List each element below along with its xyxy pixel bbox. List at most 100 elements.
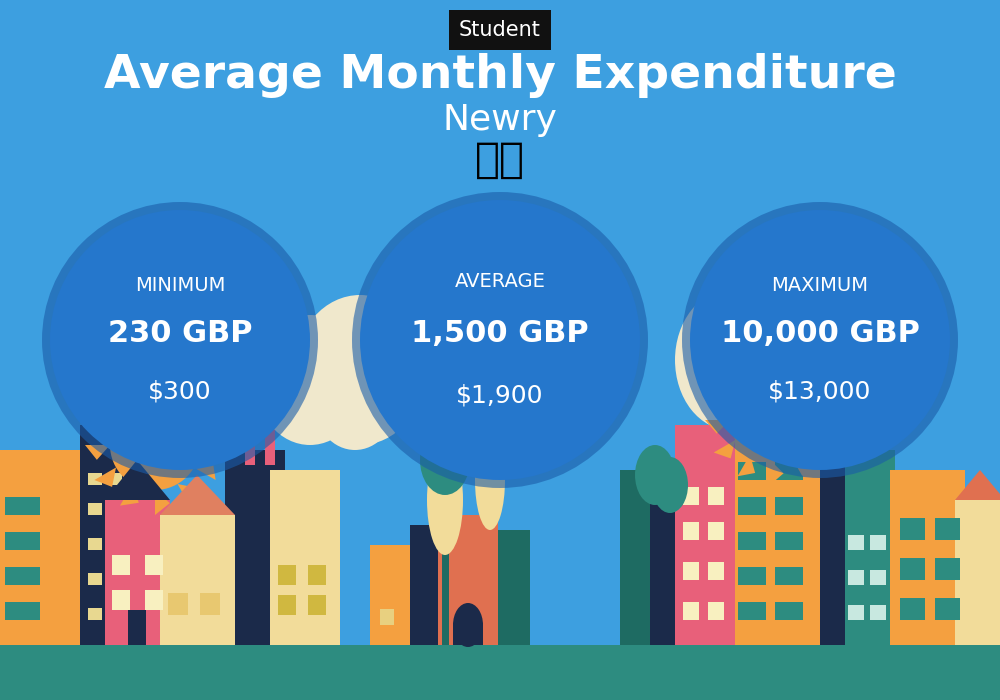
Text: $13,000: $13,000 [768,380,872,404]
Bar [708,522,724,540]
Text: 10,000 GBP: 10,000 GBP [721,319,919,348]
Polygon shape [171,384,190,406]
Bar [278,595,296,615]
Text: MINIMUM: MINIMUM [135,276,225,295]
Bar [738,532,766,550]
Bar [5,532,40,550]
Bar [112,590,130,610]
Bar [775,532,803,550]
Bar [5,567,40,585]
Polygon shape [756,355,770,380]
Ellipse shape [110,400,200,490]
Bar [88,473,102,485]
Polygon shape [790,454,808,476]
Bar [683,562,699,580]
Bar [848,605,864,620]
Bar [775,567,803,585]
Bar [200,593,220,615]
Bar [870,605,886,620]
Text: MAXIMUM: MAXIMUM [772,276,868,295]
Bar [955,500,1000,645]
Bar [650,500,680,645]
Bar [88,573,102,585]
Bar [820,435,845,645]
Bar [278,565,296,585]
Ellipse shape [453,603,483,647]
Bar [848,570,864,585]
Bar [738,462,766,480]
Polygon shape [94,410,116,429]
Ellipse shape [420,425,470,495]
Bar [675,425,735,645]
Bar [935,518,960,540]
Polygon shape [155,490,170,515]
Bar [738,497,766,515]
Polygon shape [113,384,132,406]
Polygon shape [714,388,735,405]
Bar [5,497,40,515]
Polygon shape [785,364,802,386]
Bar [848,535,864,550]
Bar [490,530,530,645]
Bar [870,570,886,585]
Bar [935,598,960,620]
Bar [380,609,394,625]
Polygon shape [810,407,835,420]
Ellipse shape [182,392,218,448]
Text: AVERAGE: AVERAGE [455,272,545,290]
Polygon shape [714,440,735,458]
Polygon shape [705,420,730,433]
Ellipse shape [295,295,425,445]
Ellipse shape [682,202,958,478]
Bar [900,518,925,540]
Text: 1,500 GBP: 1,500 GBP [411,318,589,347]
Bar [775,462,803,480]
Polygon shape [955,470,1000,500]
Bar [775,602,803,620]
Bar [108,608,122,620]
Bar [840,450,895,645]
Bar [370,545,420,645]
Polygon shape [85,445,110,460]
Polygon shape [805,382,826,400]
Text: 🇬🇧: 🇬🇧 [475,139,525,181]
Bar [683,602,699,620]
Polygon shape [805,435,826,452]
Text: Average Monthly Expenditure: Average Monthly Expenditure [104,52,896,97]
Bar [88,608,102,620]
Polygon shape [120,484,139,505]
Polygon shape [200,430,225,445]
Bar [870,535,886,550]
Polygon shape [732,364,750,386]
Bar [145,555,163,575]
Bar [410,525,445,645]
Bar [270,470,340,645]
Bar [225,450,285,645]
Text: Newry: Newry [443,103,557,137]
Ellipse shape [675,290,785,430]
Bar [708,562,724,580]
Bar [438,515,498,645]
Bar [0,450,80,645]
Bar [0,645,1000,700]
Polygon shape [770,460,784,485]
Bar [620,470,655,645]
Bar [5,602,40,620]
Bar [683,487,699,505]
Bar [708,602,724,620]
Bar [108,538,122,550]
Polygon shape [160,475,235,515]
Ellipse shape [315,360,395,450]
Ellipse shape [475,430,505,530]
Ellipse shape [360,200,640,480]
Ellipse shape [635,445,675,505]
Ellipse shape [730,380,810,460]
Ellipse shape [718,342,802,438]
Polygon shape [177,484,197,505]
Bar [308,595,326,615]
Bar [308,565,326,585]
Bar [442,500,449,645]
Polygon shape [94,468,116,487]
Bar [80,425,135,645]
Bar [900,558,925,580]
